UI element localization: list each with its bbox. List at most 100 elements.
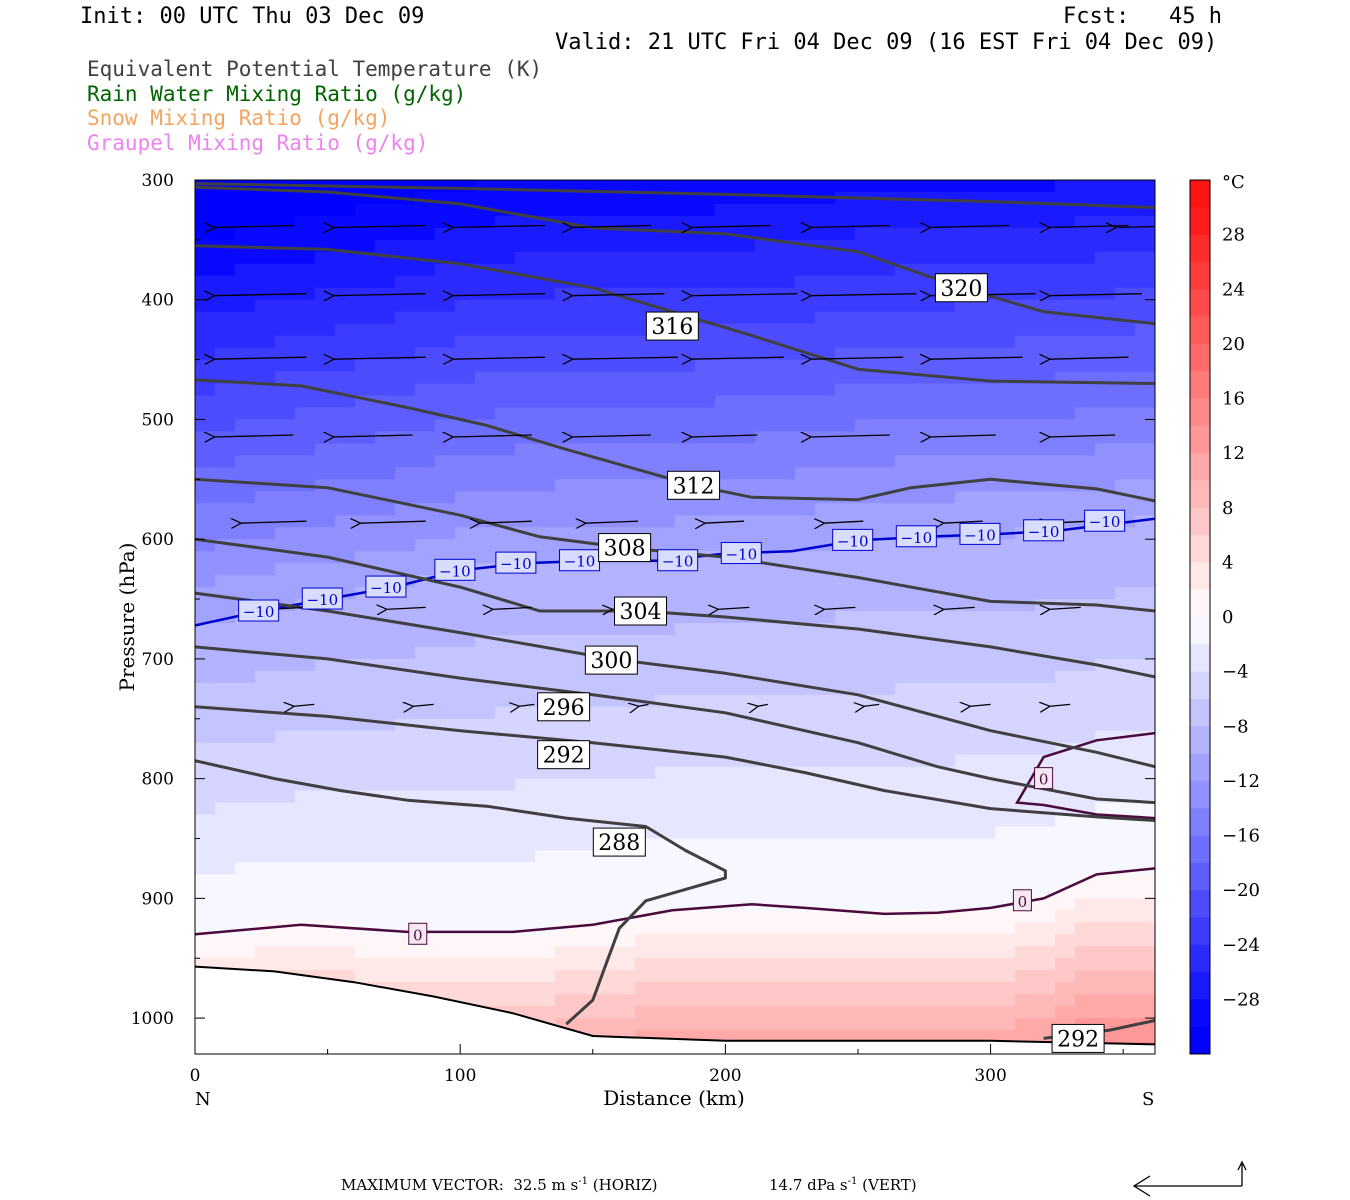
temp-band-cell (775, 946, 796, 959)
temp-band-cell (335, 419, 356, 433)
temp-band-cell (815, 251, 836, 265)
temp-band-cell (675, 1006, 696, 1019)
temp-band-cell (715, 239, 736, 253)
temp-band-cell (1075, 886, 1096, 899)
temp-band-cell (555, 670, 576, 684)
temp-band-cell (775, 191, 796, 205)
temp-band-cell (595, 766, 616, 780)
temp-band-cell (535, 395, 556, 409)
temp-band-cell (315, 323, 336, 337)
temp-band-cell (775, 551, 796, 564)
temp-band-cell (935, 946, 956, 959)
temp-band-cell (315, 251, 336, 265)
temp-band-cell (375, 551, 396, 564)
wind-vector (1115, 226, 1155, 228)
temp-band-cell (535, 347, 556, 361)
temp-band-cell (1035, 826, 1056, 840)
temp-band-cell (1135, 251, 1155, 265)
temp-band-cell (975, 982, 996, 995)
temp-band-cell (515, 970, 536, 983)
temp-band-cell (295, 263, 316, 277)
temp-band-cell (715, 299, 736, 313)
temp-band-cell (835, 958, 856, 971)
temp-band-cell (875, 467, 896, 480)
temp-band-cell (855, 1030, 876, 1043)
temp-band-cell (615, 934, 636, 947)
temp-band-cell (615, 958, 636, 971)
temp-band-cell (415, 383, 436, 397)
temp-band-cell (575, 503, 596, 516)
temp-band-cell (315, 419, 336, 433)
temp-band-cell (1035, 622, 1056, 636)
temp-band-cell (475, 838, 496, 852)
temp-band-cell (835, 826, 856, 840)
temp-band-cell (815, 946, 836, 959)
temp-band-cell (355, 730, 376, 744)
temp-band-cell (635, 634, 656, 648)
temp-band-cell (715, 658, 736, 672)
temp-band-cell (655, 191, 676, 205)
temp-band-cell (995, 1006, 1016, 1019)
temp-band-cell (375, 694, 396, 708)
temp-band-cell (935, 203, 956, 217)
temp-band-cell (435, 742, 456, 756)
temp-band-cell (835, 766, 856, 780)
temp-band-cell (615, 802, 636, 816)
temp-band-cell (535, 359, 556, 373)
temp-band-cell (315, 275, 336, 289)
temp-band-cell (975, 658, 996, 672)
temp-band-cell (275, 730, 296, 744)
temp-band-cell (235, 227, 256, 241)
temp-band-cell (1035, 898, 1056, 911)
temp-band-cell (835, 479, 856, 492)
temp-band-cell (875, 814, 896, 828)
temp-band-cell (275, 934, 296, 947)
temp-band-cell (415, 335, 436, 349)
temp-band-cell (935, 251, 956, 265)
temp-band-cell (1115, 778, 1136, 792)
temp-band-cell (555, 1006, 576, 1019)
temp-band-cell (415, 455, 436, 468)
colorbar-swatch (1190, 180, 1210, 208)
temp-band-cell (935, 658, 956, 672)
wind-vector (386, 607, 426, 609)
temp-band-cell (695, 407, 716, 421)
temp-band-cell (915, 694, 936, 708)
temp-band-cell (375, 622, 396, 636)
temp-band-cell (815, 180, 836, 193)
temp-band-cell (375, 299, 396, 313)
temp-band-cell (755, 658, 776, 672)
temp-band-cell (315, 299, 336, 313)
theta-e-contour (195, 759, 727, 1026)
temp-band-cell (755, 563, 776, 576)
temp-band-cell (915, 239, 936, 253)
temp-band-cell (195, 551, 216, 564)
temp-band-cell (835, 922, 856, 935)
temp-band-cell (595, 898, 616, 911)
temp-band-cell (1135, 922, 1155, 935)
temp-band-cell (695, 587, 716, 600)
temp-band-cell (795, 180, 816, 193)
temp-band-cell (1135, 934, 1155, 947)
temp-band-cell (795, 443, 816, 456)
temp-band-cell (675, 646, 696, 660)
temp-band-cell (235, 263, 256, 277)
temp-band-cell (835, 886, 856, 899)
temp-band-cell (1035, 994, 1056, 1007)
temp-band-cell (915, 503, 936, 516)
temp-band-cell (815, 970, 836, 983)
temp-band-cell (915, 670, 936, 684)
temp-band-cell (635, 563, 656, 576)
temp-band-cell (1055, 670, 1076, 684)
temp-band-cell (795, 886, 816, 899)
temp-band-cell (195, 299, 216, 313)
temp-band-cell (435, 982, 456, 995)
temp-band-cell (555, 611, 576, 624)
temp-band-cell (555, 491, 576, 504)
temp-band-cell (275, 682, 296, 696)
temp-band-cell (515, 922, 536, 935)
temp-band-cell (395, 611, 416, 624)
temp-band-cell (915, 958, 936, 971)
temp-band-cell (455, 275, 476, 289)
temp-band-cell (995, 814, 1016, 828)
